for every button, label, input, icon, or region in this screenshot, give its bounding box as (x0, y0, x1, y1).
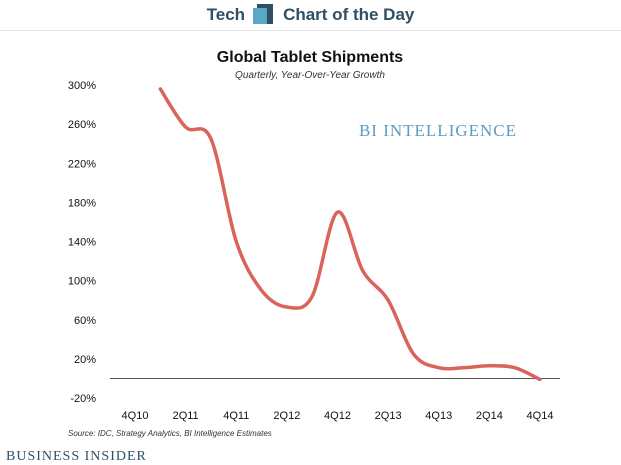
y-tick-label: 140% (68, 237, 96, 249)
chart-subtitle: Quarterly, Year-Over-Year Growth (235, 70, 385, 81)
y-tick-label: 220% (68, 158, 96, 170)
y-tick-label: -20% (70, 393, 96, 405)
source-note: Source: IDC, Strategy Analytics, BI Inte… (68, 429, 272, 438)
y-tick-label: 100% (68, 276, 96, 288)
x-tick-label: 2Q14 (476, 410, 503, 422)
x-tick-label: 2Q11 (173, 410, 199, 422)
tablet-shipments-chart: Global Tablet Shipments Quarterly, Year-… (68, 49, 560, 438)
bi-intelligence-watermark: BI INTELLIGENCE (359, 121, 517, 140)
y-tick-label: 300% (68, 80, 96, 92)
y-tick-label: 60% (74, 315, 96, 327)
banner-chart-of-the-day-label: Chart of the Day (283, 5, 415, 24)
banner-tech-label: Tech (206, 5, 246, 24)
x-tick-label: 4Q10 (122, 410, 149, 422)
x-tick-label: 2Q12 (273, 410, 300, 422)
business-insider-brand: BUSINESS INSIDER (6, 449, 147, 464)
y-tick-label: 260% (68, 119, 96, 131)
business-insider-logo-icon (253, 4, 275, 26)
y-axis-ticks: 300% 260% 220% 180% 140% 100% 60% 20% -20% (68, 80, 96, 405)
growth-series-line (158, 87, 542, 382)
y-tick-label: 180% (68, 197, 96, 209)
x-tick-label: 4Q13 (425, 410, 452, 422)
x-tick-label: 2Q13 (375, 410, 402, 422)
chart-title: Global Tablet Shipments (217, 49, 403, 66)
y-tick-label: 20% (74, 354, 96, 366)
x-tick-label: 4Q12 (324, 410, 351, 422)
chart-of-the-day-banner: Tech Chart of the Day (0, 0, 621, 31)
x-axis-ticks: 4Q10 2Q11 4Q11 2Q12 4Q12 2Q13 4Q13 2Q14 4Q14 (122, 410, 554, 422)
x-tick-label: 4Q11 (223, 410, 249, 422)
x-tick-label: 4Q14 (527, 410, 554, 422)
